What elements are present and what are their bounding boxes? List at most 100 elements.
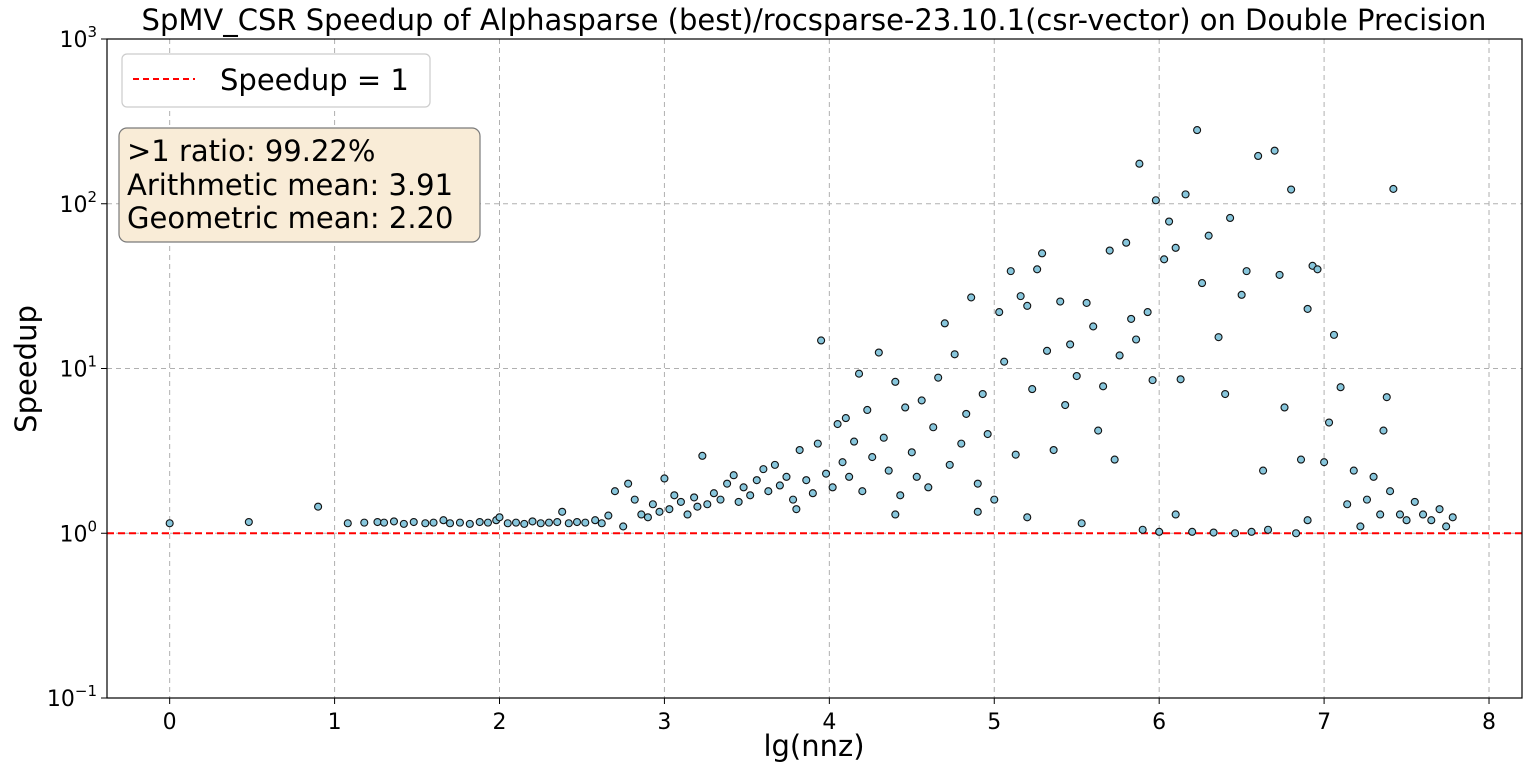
data-point — [716, 495, 725, 504]
data-point — [1275, 270, 1284, 279]
data-point — [1270, 146, 1279, 155]
legend: Speedup = 1 — [121, 53, 431, 108]
data-point — [475, 517, 484, 527]
x-tick-label: 5 — [987, 710, 1001, 735]
data-point — [1138, 525, 1147, 534]
data-point — [1418, 510, 1428, 519]
data-point — [868, 453, 877, 462]
data-point — [1259, 466, 1268, 475]
data-point — [828, 483, 837, 492]
data-point — [734, 497, 743, 506]
data-point — [1148, 376, 1157, 385]
data-point — [1242, 267, 1251, 276]
data-point — [483, 518, 493, 527]
y-tick-label: 10−1 — [47, 682, 97, 712]
data-point — [709, 489, 718, 498]
data-point — [978, 389, 987, 399]
data-point — [1369, 472, 1378, 481]
data-point — [1160, 255, 1169, 264]
data-point — [1056, 297, 1065, 306]
data-point — [1410, 497, 1419, 506]
data-point — [610, 487, 619, 496]
data-point — [572, 517, 582, 527]
data-point — [891, 510, 900, 519]
data-point — [429, 518, 438, 527]
data-point — [1292, 529, 1301, 538]
data-point — [399, 519, 408, 528]
data-point — [789, 495, 798, 504]
data-point — [421, 519, 430, 528]
data-point — [858, 487, 867, 496]
data-point — [1254, 151, 1263, 161]
data-point — [1132, 335, 1141, 344]
data-point — [945, 460, 954, 469]
data-point — [1214, 333, 1223, 342]
data-point — [1313, 265, 1322, 274]
legend-frame — [121, 53, 431, 108]
data-point — [934, 373, 943, 382]
data-point — [770, 460, 779, 469]
data-point — [503, 519, 512, 528]
data-point — [544, 518, 554, 527]
data-point — [244, 517, 253, 527]
data-point — [1028, 385, 1037, 394]
data-point — [917, 396, 926, 405]
data-point — [604, 511, 613, 520]
data-point — [896, 491, 905, 500]
data-point — [1082, 298, 1091, 307]
data-point — [929, 423, 938, 432]
data-point — [648, 500, 657, 509]
data-point — [973, 507, 982, 516]
data-point — [1115, 351, 1124, 360]
data-point — [891, 377, 900, 386]
data-point — [1237, 290, 1246, 299]
data-point — [912, 472, 921, 481]
data-point — [683, 510, 692, 519]
data-point — [581, 518, 590, 527]
data-point — [874, 348, 883, 357]
x-tick-label: 7 — [1317, 710, 1331, 735]
data-point — [1427, 516, 1436, 525]
data-point — [957, 439, 966, 448]
x-tick-label: 8 — [1482, 710, 1496, 735]
data-point — [380, 518, 389, 527]
data-point — [655, 507, 664, 516]
data-point — [1089, 322, 1098, 331]
data-point — [698, 451, 707, 460]
data-point — [962, 409, 971, 418]
data-point — [1127, 314, 1136, 323]
data-point — [729, 471, 738, 480]
data-point — [854, 369, 864, 378]
data-point — [1247, 527, 1256, 536]
data-point — [940, 319, 949, 328]
x-axis-ticks: 0 1 2 3 4 5 6 7 8 — [163, 698, 1496, 735]
data-point — [409, 517, 418, 527]
data-point — [841, 414, 850, 423]
x-tick-label: 3 — [657, 710, 671, 735]
data-point — [950, 350, 959, 359]
data-point — [624, 479, 633, 488]
data-point — [1000, 357, 1009, 366]
x-tick-label: 6 — [1152, 710, 1166, 735]
data-point — [455, 518, 464, 527]
data-point — [439, 516, 448, 525]
data-point — [1343, 500, 1352, 509]
data-point — [1287, 185, 1296, 194]
data-point — [782, 472, 791, 481]
data-point — [558, 507, 567, 516]
data-point — [553, 517, 562, 527]
data-point — [665, 505, 674, 514]
data-point — [1193, 126, 1202, 135]
data-point — [165, 519, 174, 528]
data-point — [1122, 238, 1131, 247]
stats-box-frame — [118, 127, 481, 243]
data-point — [1402, 516, 1411, 525]
data-point — [1376, 510, 1385, 519]
data-point — [739, 483, 748, 492]
data-point — [990, 495, 999, 504]
data-point — [1171, 243, 1180, 252]
data-point — [693, 502, 702, 511]
data-point — [360, 518, 369, 527]
y-tick-label: 103 — [59, 23, 97, 53]
